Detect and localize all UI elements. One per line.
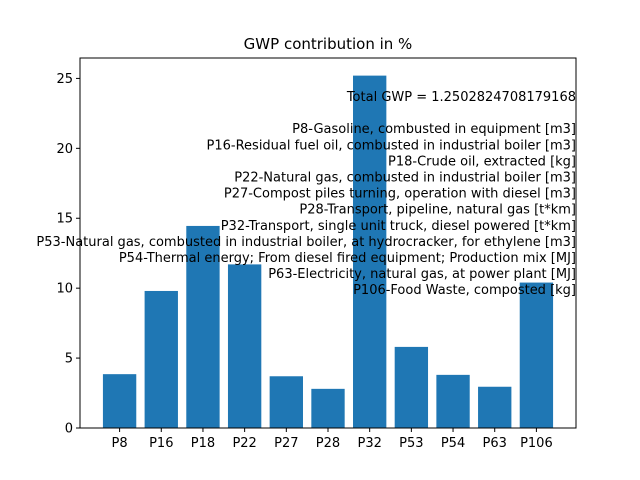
bar-p22 <box>227 264 262 428</box>
annotation-line: P54-Thermal energy; From diesel fired eq… <box>119 251 576 266</box>
x-tick-label: P32 <box>357 436 381 451</box>
y-tick-label: 10 <box>56 282 73 297</box>
annotation-line: P18-Crude oil, extracted [kg] <box>388 154 576 169</box>
bar-p54 <box>436 374 470 428</box>
chart-title: GWP contribution in % <box>244 35 413 53</box>
y-tick-label: 5 <box>65 352 73 367</box>
annotation-line: P28-Transport, pipeline, natural gas [t*… <box>299 203 576 218</box>
x-tick-label: P54 <box>441 436 465 451</box>
x-tick-label: P8 <box>112 436 128 451</box>
annotation-line: P63-Electricity, natural gas, at power p… <box>268 267 576 282</box>
x-axis: P8 P16 P18 P22 P27 P28 P32 P53 P54 P63 P106 <box>112 428 553 451</box>
bar-p8 <box>102 374 137 428</box>
bar-p63 <box>478 386 512 428</box>
annotation-line: P106-Food Waste, composted [kg] <box>353 283 576 298</box>
bar-p16 <box>144 290 178 428</box>
annotation-line: P16-Residual fuel oil, combusted in indu… <box>207 138 576 153</box>
plot-frame <box>79 57 577 429</box>
x-tick-label: P22 <box>232 436 256 451</box>
annotation-line: P22-Natural gas, combusted in industrial… <box>234 171 576 186</box>
x-tick-label: P53 <box>399 436 423 451</box>
bar-p106 <box>519 282 554 428</box>
bar-p27 <box>269 376 303 428</box>
y-tick-label: 15 <box>56 212 73 227</box>
annotation-text: Total GWP = 1.2502824708179168 P8-Gasolin… <box>36 90 576 298</box>
y-tick-label: 20 <box>56 142 73 157</box>
x-tick-label: P28 <box>316 436 340 451</box>
x-tick-label: P18 <box>191 436 215 451</box>
x-tick-label: P27 <box>274 436 298 451</box>
x-tick-label: P106 <box>520 436 553 451</box>
annotation-line: P27-Compost piles turning, operation wit… <box>224 187 576 202</box>
bar-p32 <box>353 75 387 428</box>
annotation-line: P32-Transport, single unit truck, diesel… <box>221 219 576 234</box>
bar-p18 <box>186 225 220 428</box>
y-tick-label: 0 <box>65 422 73 437</box>
bar-p28 <box>311 388 345 428</box>
y-axis: 0 5 10 15 20 25 <box>56 72 80 437</box>
annotation-line: P53-Natural gas, combusted in industrial… <box>36 235 576 250</box>
x-tick-label: P63 <box>483 436 507 451</box>
annotation-line: Total GWP = 1.2502824708179168 <box>346 90 576 105</box>
bars-group <box>102 75 554 428</box>
annotation-line: P8-Gasoline, combusted in equipment [m3] <box>292 122 576 137</box>
y-tick-label: 25 <box>56 72 73 87</box>
x-tick-label: P16 <box>149 436 173 451</box>
bar-p53 <box>394 346 429 428</box>
